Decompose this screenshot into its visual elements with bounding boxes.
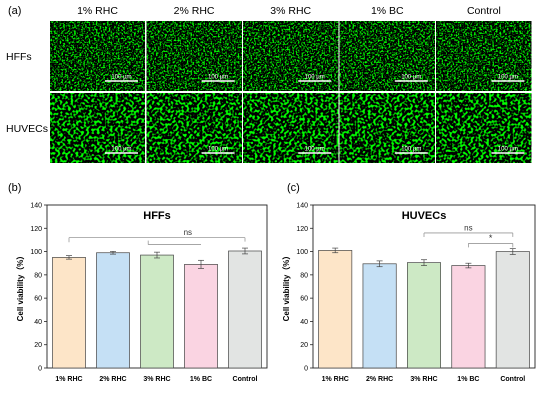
x-tick-label-1-rhc: 1% RHC [55, 376, 82, 383]
micrograph-huvecs-control: 100 µm [436, 93, 532, 163]
micrograph-huvecs-3-rhc: 100 µm [243, 93, 339, 163]
y-tick-label: 40 [34, 319, 42, 326]
y-tick-label: 140 [296, 203, 308, 210]
significance-ns: ns [423, 223, 514, 237]
x-tick-label-1-bc: 1% BC [457, 376, 479, 383]
micrograph-grid: 100 µm 100 µm 100 µm 100 µm 100 µm 100 µm 100 … [50, 21, 532, 163]
row-label-hffs: HFFs [6, 51, 32, 63]
x-tick-label-1-bc: 1% BC [190, 376, 212, 383]
micrograph-hffs-2-rhc: 100 µm [146, 21, 242, 91]
comparison-line [68, 237, 201, 245]
bar-control [228, 250, 262, 369]
column-header-2-rhc: 2% RHC [174, 5, 215, 17]
svg-text:ns: ns [184, 228, 192, 237]
bar-1-bc [184, 264, 218, 369]
panel-a-label: (a) [8, 5, 21, 17]
column-headers: 1% RHC 2% RHC 3% RHC 1% BC Control [77, 5, 501, 17]
svg-text:ns: ns [464, 223, 472, 232]
y-tick-label: 100 [296, 249, 308, 256]
panel-b: (b) HFFs 0 20 40 60 80 100 120 140 Cell viability… [8, 182, 268, 383]
y-tick-label: 100 [30, 249, 42, 256]
y-axis-label: Cell viability（%） [281, 252, 291, 322]
error-bar-control [509, 248, 516, 255]
y-tick-label: 120 [296, 226, 308, 233]
micrograph-huvecs-1-bc: 100 µm [339, 93, 435, 163]
bar-2-rhc [96, 252, 130, 369]
x-tick-label-control: Control [500, 376, 525, 383]
chart-title: HUVECs [402, 210, 447, 222]
y-tick-label: 20 [34, 342, 42, 349]
x-tick-label-1-rhc: 1% RHC [322, 376, 349, 383]
panel-a: (a) 1% RHC 2% RHC 3% RHC 1% BC Control HFFsH… [6, 5, 532, 163]
scale-bar-label: 100 µm [401, 147, 421, 153]
micrograph-huvecs-1-rhc: 100 µm [50, 93, 145, 163]
micrograph-hffs-1-bc: 100 µm [339, 21, 435, 91]
scale-bar-label: 100 µm [498, 75, 518, 81]
panel-c: (c) HUVECs 0 20 40 60 80 100 120 140 Cell viabili… [281, 182, 536, 383]
scale-bar-label: 100 µm [305, 147, 325, 153]
error-bar-1-rhc [66, 255, 72, 260]
scale-bar-label: 100 µm [401, 75, 421, 81]
y-tick-label: 40 [300, 319, 308, 326]
x-tick-label-3-rhc: 3% RHC [143, 376, 170, 383]
huvecs-viability-chart: HUVECs 0 20 40 60 80 100 120 140 Cell viability（%… [281, 203, 536, 383]
column-header-3-rhc: 3% RHC [270, 5, 311, 17]
bar-3-rhc [407, 262, 442, 369]
y-tick-label: 0 [38, 366, 42, 373]
hffs-viability-chart: HFFs 0 20 40 60 80 100 120 140 Cell viability（%） 1… [15, 203, 268, 383]
scale-bar-label: 100 µm [111, 75, 131, 81]
error-bar-1-bc [465, 262, 472, 269]
x-tick-label-control: Control [233, 376, 258, 383]
error-bar-3-rhc [154, 251, 160, 259]
error-bar-1-bc [198, 259, 204, 269]
y-tick-label: 0 [304, 366, 308, 373]
bar-1-rhc [318, 250, 353, 369]
scale-bar-label: 100 µm [498, 147, 518, 153]
significance-ns: ns [69, 228, 246, 242]
error-bar-control [242, 247, 248, 255]
micrograph-hffs-3-rhc: 100 µm [243, 21, 339, 91]
bar-1-bc [451, 265, 486, 369]
micrograph-huvecs-2-rhc: 100 µm [146, 93, 242, 163]
y-tick-label: 80 [300, 272, 308, 279]
micrograph-hffs-control: 100 µm [436, 21, 532, 91]
x-tick-label-3-rhc: 3% RHC [410, 376, 437, 383]
svg-text:*: * [489, 233, 493, 243]
panel-b-label: (b) [8, 182, 21, 194]
chart-title: HFFs [143, 210, 171, 222]
scale-bar-label: 100 µm [111, 147, 131, 153]
error-bar-1-rhc [332, 247, 339, 254]
x-tick-label-2-rhc: 2% RHC [99, 376, 126, 383]
panel-c-label: (c) [287, 182, 300, 194]
x-tick-label-2-rhc: 2% RHC [366, 376, 393, 383]
micrograph-hffs-1-rhc: 100 µm [50, 21, 145, 91]
y-tick-label: 60 [34, 296, 42, 303]
y-tick-label: 120 [30, 226, 42, 233]
bar-control [495, 251, 530, 369]
y-tick-label: 80 [34, 272, 42, 279]
scale-bar-label: 100 µm [208, 75, 228, 81]
column-header-control: Control [467, 5, 501, 17]
scale-bar-label: 100 µm [208, 147, 228, 153]
y-tick-label: 60 [300, 296, 308, 303]
column-header-1-rhc: 1% RHC [77, 5, 118, 17]
y-axis-label: Cell viability（%） [15, 252, 25, 322]
scale-bar-label: 100 µm [305, 75, 325, 81]
error-bar-2-rhc [110, 250, 116, 255]
bar-2-rhc [362, 263, 397, 369]
error-bar-2-rhc [376, 260, 383, 268]
y-tick-label: 140 [30, 203, 42, 210]
bar-3-rhc [140, 254, 174, 369]
row-labels: HFFs HUVECs [6, 51, 48, 135]
y-tick-label: 20 [300, 342, 308, 349]
column-header-1-bc: 1% BC [371, 5, 404, 17]
row-label-huvecs: HUVECs [6, 123, 48, 135]
bar-1-rhc [52, 257, 86, 369]
significance-star: * [467, 233, 514, 248]
error-bar-3-rhc [421, 259, 427, 266]
